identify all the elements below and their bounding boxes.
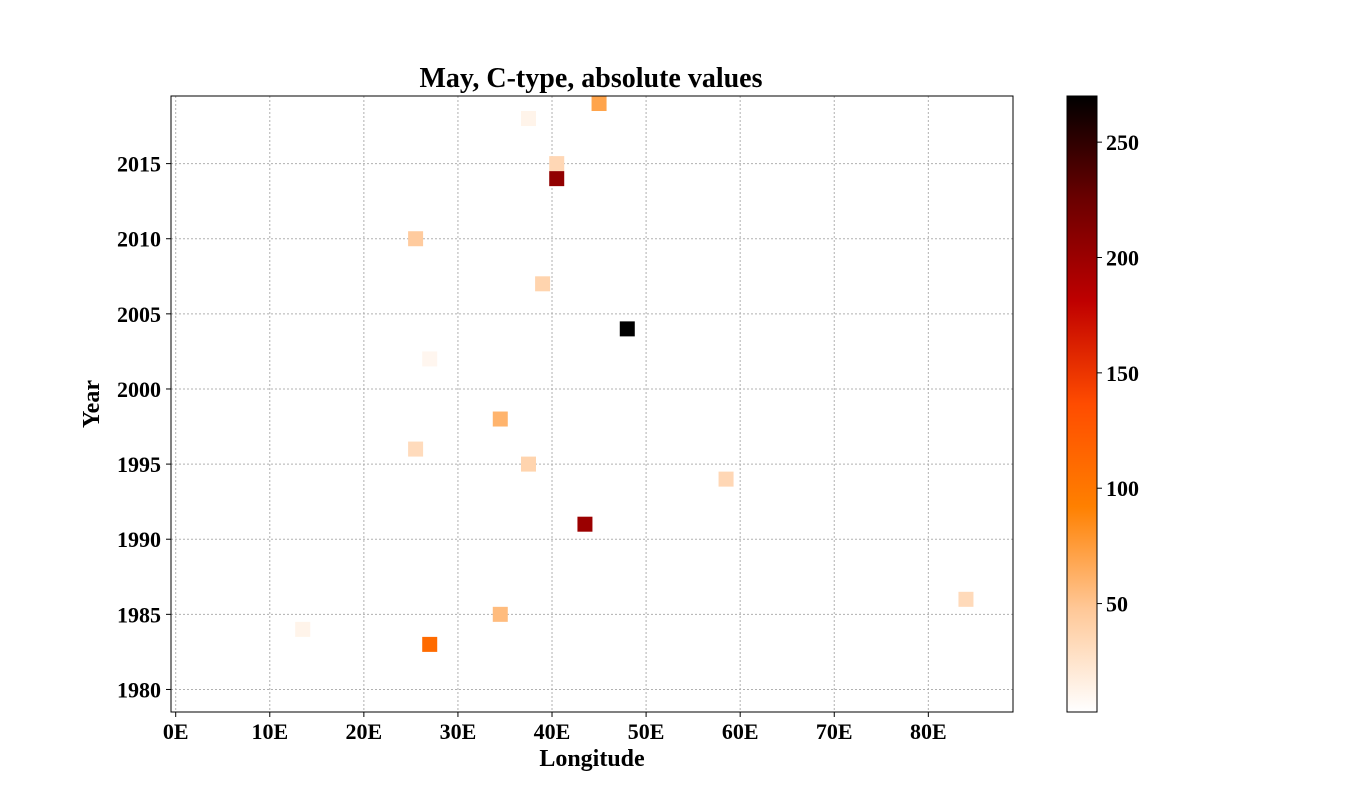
x-tick-label: 40E bbox=[534, 719, 571, 744]
x-axis-label: Longitude bbox=[539, 746, 645, 772]
y-axis-label: Year bbox=[79, 380, 105, 428]
x-tick-label: 20E bbox=[346, 719, 383, 744]
y-tick-label: 2005 bbox=[117, 302, 161, 327]
heatmap-cell bbox=[958, 591, 974, 607]
x-axis-ticks: 0E 10E 20E 30E 40E 50E 60E 70E 80E bbox=[163, 712, 947, 744]
colorbar-tick-label: 150 bbox=[1106, 361, 1139, 386]
colorbar-ticks: 50 100 150 200 250 bbox=[1097, 130, 1139, 617]
chart-title: May, C-type, absolute values bbox=[420, 63, 763, 94]
heatmap-cell bbox=[520, 111, 536, 127]
heatmap-cell bbox=[295, 621, 311, 637]
colorbar-tick-label: 200 bbox=[1106, 245, 1139, 270]
heatmap-cell bbox=[492, 411, 508, 427]
y-tick-label: 2000 bbox=[117, 377, 161, 402]
y-tick-label: 2015 bbox=[117, 152, 161, 177]
x-tick-label: 0E bbox=[163, 719, 189, 744]
x-tick-label: 50E bbox=[628, 719, 665, 744]
heatmap-cell bbox=[718, 471, 734, 487]
grid bbox=[171, 96, 1013, 712]
heatmap-cell bbox=[591, 96, 607, 112]
x-tick-label: 70E bbox=[816, 719, 853, 744]
colorbar-tick-label: 250 bbox=[1106, 130, 1139, 155]
y-tick-label: 1990 bbox=[117, 527, 161, 552]
heatmap-cell bbox=[619, 321, 635, 337]
heatmap-cell bbox=[549, 156, 565, 172]
colorbar-tick-label: 100 bbox=[1106, 476, 1139, 501]
heatmap-cell bbox=[577, 516, 593, 532]
plot-background bbox=[171, 96, 1013, 712]
heatmap-cell bbox=[408, 231, 424, 247]
y-tick-label: 1980 bbox=[117, 677, 161, 702]
heatmap-cell bbox=[408, 441, 424, 457]
heatmap-cell bbox=[549, 171, 565, 187]
plot-frame bbox=[170, 95, 1014, 713]
x-tick-label: 80E bbox=[910, 719, 947, 744]
heatmap-cell bbox=[422, 636, 438, 652]
colorbar-frame bbox=[1066, 95, 1098, 713]
heatmap-cell bbox=[535, 276, 551, 292]
heatmap-cell bbox=[520, 456, 536, 472]
heatmap-cell bbox=[422, 351, 438, 367]
x-tick-label: 10E bbox=[251, 719, 288, 744]
colorbar bbox=[1067, 96, 1097, 712]
heatmap-cell bbox=[492, 606, 508, 622]
y-tick-label: 2010 bbox=[117, 227, 161, 252]
y-tick-label: 1995 bbox=[117, 452, 161, 477]
colorbar-tick-label: 50 bbox=[1106, 592, 1128, 617]
x-tick-label: 30E bbox=[440, 719, 477, 744]
x-tick-label: 60E bbox=[722, 719, 759, 744]
y-tick-label: 1985 bbox=[117, 602, 161, 627]
data-cells bbox=[295, 96, 974, 652]
y-axis-ticks: 1980 1985 1990 1995 2000 2005 2010 2015 bbox=[117, 152, 171, 702]
